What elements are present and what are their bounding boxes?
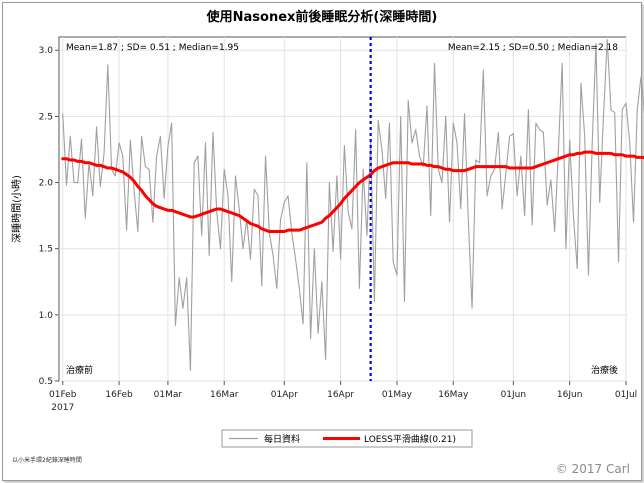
y-tick-label: 1.0 xyxy=(39,311,54,321)
daily-line xyxy=(62,39,644,371)
legend-daily-label: 每日資料 xyxy=(264,433,300,445)
chart-title: 使用Nasonex前後睡眠分析(深睡時間) xyxy=(206,9,438,25)
y-tick-label: 0.5 xyxy=(39,377,53,387)
x-year-label: 2017 xyxy=(51,403,74,413)
period-label-after: 治療後 xyxy=(591,364,618,376)
x-tick-label: 01Feb xyxy=(49,390,77,400)
x-tick-label: 16May xyxy=(438,390,469,400)
x-tick-label: 16Feb xyxy=(105,390,133,400)
footnote: 以小米手環2紀錄深睡時間 xyxy=(12,456,82,464)
stats-after: Mean=2.15 ; SD=0.50 ; Median=2.18 xyxy=(448,43,618,53)
copyright: © 2017 Carl xyxy=(556,462,630,476)
x-tick-label: 16Mar xyxy=(210,390,239,400)
y-tick-label: 3.0 xyxy=(39,46,54,56)
legend: 每日資料 LOESS平滑曲線(0.21) xyxy=(221,429,473,448)
y-tick-label: 1.5 xyxy=(39,245,53,255)
x-tick-label: 01Mar xyxy=(154,390,183,400)
daily-series xyxy=(62,39,644,371)
stats-before: Mean=1.87 ; SD= 0.51 ; Median=1.95 xyxy=(66,43,239,53)
y-axis-label: 深睡時間(小時) xyxy=(10,175,23,243)
x-tick-label: 16Apr xyxy=(327,390,354,400)
loess-line xyxy=(61,150,644,233)
x-tick-label: 01May xyxy=(382,390,413,400)
grid-lines xyxy=(59,37,627,382)
y-tick-label: 2.0 xyxy=(39,179,54,189)
x-tick-label: 16Jun xyxy=(557,390,583,400)
period-label-before: 治療前 xyxy=(66,364,93,376)
x-axis: 01Feb 16Feb 01Mar 16Mar 01Apr 16Apr 01May 16May… xyxy=(49,381,637,413)
x-tick-label: 01Jun xyxy=(501,390,527,400)
x-tick-label: 01Apr xyxy=(271,390,298,400)
y-axis: 0.5 1.0 1.5 2.0 2.5 3.0 xyxy=(39,46,59,387)
y-tick-label: 2.5 xyxy=(39,112,53,122)
loess-series xyxy=(61,150,644,233)
x-tick-label: 01Jul xyxy=(615,390,637,400)
legend-loess-label: LOESS平滑曲線(0.21) xyxy=(364,433,456,445)
